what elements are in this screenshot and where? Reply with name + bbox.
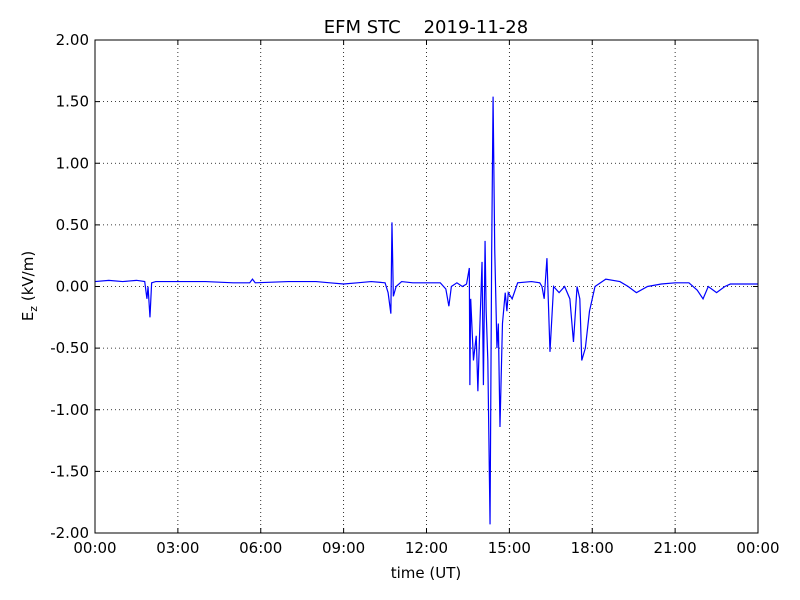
y-axis-label: Ez (kV/m)	[19, 251, 40, 321]
y-label-base: E	[19, 312, 37, 321]
y-tick-label: 0.00	[56, 278, 89, 296]
y-tick-label: -2.00	[50, 524, 89, 542]
plot-frame	[94, 39, 759, 534]
x-tick-label: 15:00	[488, 539, 531, 557]
x-tick-label: 00:00	[73, 539, 116, 557]
x-tick-label: 03:00	[156, 539, 199, 557]
y-label-unit: (kV/m)	[19, 251, 37, 306]
y-tick-label: -1.00	[50, 401, 89, 419]
x-axis-label: time (UT)	[391, 564, 462, 582]
y-label-sub: z	[27, 306, 40, 312]
x-tick-label: 06:00	[239, 539, 282, 557]
x-tick-label: 18:00	[571, 539, 614, 557]
y-tick-label: -0.50	[50, 339, 89, 357]
y-tick-label: 1.00	[56, 154, 89, 172]
x-tick-label: 00:00	[736, 539, 779, 557]
y-tick-label: -1.50	[50, 462, 89, 480]
x-tick-label: 09:00	[322, 539, 365, 557]
data-line	[94, 96, 758, 525]
y-tick-label: 1.50	[56, 93, 89, 111]
x-tick-label: 21:00	[654, 539, 697, 557]
x-tick-label: 12:00	[405, 539, 448, 557]
y-tick-label: 2.00	[56, 31, 89, 49]
chart-title: EFM STC 2019-11-28	[324, 17, 528, 38]
y-tick-label: 0.50	[56, 216, 89, 234]
